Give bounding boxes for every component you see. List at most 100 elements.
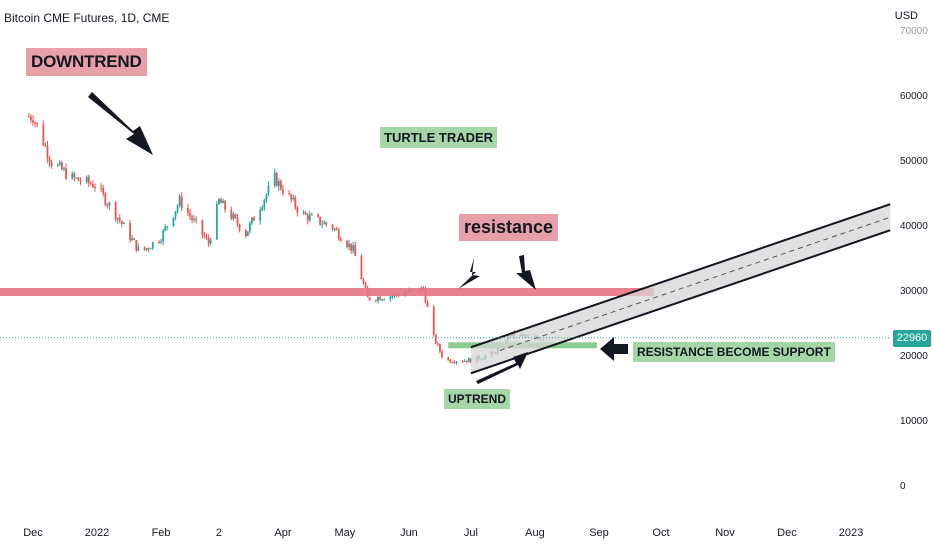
overlays [0, 203, 891, 375]
candle-body [77, 177, 80, 181]
candle-body [158, 242, 160, 244]
candle-body [467, 358, 470, 363]
candle-body [463, 360, 466, 362]
candle-body [160, 241, 162, 243]
candle-body [288, 193, 291, 195]
downtrend-label[interactable]: DOWNTREND [26, 48, 147, 76]
candle-body [374, 300, 377, 302]
y-tick-label: 20000 [900, 351, 928, 362]
candle-body [145, 248, 148, 250]
candle-body [319, 216, 322, 225]
candle-body [203, 234, 206, 237]
resistance-arrow-right [516, 255, 536, 290]
candle-body [87, 176, 90, 184]
candle-body [65, 168, 67, 179]
support-label[interactable]: RESISTANCE BECOME SUPPORT [633, 342, 835, 362]
candle-body [129, 222, 131, 241]
channel-lower-line[interactable] [470, 229, 891, 375]
candle-body [238, 224, 241, 231]
candle-body [377, 297, 379, 301]
candle-body [354, 245, 357, 257]
candle-body [447, 357, 450, 360]
candle-body [465, 360, 468, 363]
candle-body [85, 176, 88, 182]
y-tick-label: 10000 [900, 416, 928, 427]
candle-body [451, 362, 454, 364]
candle-body [116, 217, 119, 220]
candle-body [100, 187, 103, 189]
candle-body [348, 243, 350, 247]
candle-body [306, 214, 309, 221]
x-tick-label: May [334, 527, 356, 539]
candle-body [234, 214, 237, 218]
candle-body [263, 199, 266, 208]
candle-body [114, 202, 117, 220]
candle-body [27, 116, 30, 118]
candle-body [94, 187, 96, 189]
resistance-arrow-left [458, 258, 480, 289]
candle-body [48, 157, 51, 162]
candle-body [106, 204, 109, 206]
candle-body [265, 194, 268, 200]
candle-body [73, 173, 76, 178]
candle-body [58, 162, 61, 165]
candle-body [379, 297, 381, 301]
candle-body [176, 205, 179, 212]
candle-body [230, 209, 233, 219]
candle-body [151, 242, 154, 249]
candle-body [166, 226, 169, 228]
channel-upper-line[interactable] [470, 203, 891, 349]
candle-body [453, 362, 456, 364]
turtle-trader-label[interactable]: TURTLE TRADER [380, 127, 498, 148]
candle-body [222, 200, 224, 204]
candle-body [224, 200, 227, 210]
candle-body [449, 359, 452, 363]
candle-body [236, 217, 239, 225]
candle-body [32, 120, 34, 123]
candle-body [122, 222, 125, 225]
x-tick-label: 2022 [84, 527, 110, 539]
candle-body [61, 162, 63, 170]
candle-body [201, 220, 204, 235]
candle-body [323, 222, 326, 225]
candle-body [205, 236, 208, 238]
candle-body [426, 302, 429, 307]
x-tick-label: Jun [400, 527, 418, 539]
candle-body [279, 181, 282, 190]
candle-body [63, 168, 65, 170]
candle-body [325, 222, 328, 225]
uptrend-label[interactable]: UPTREND [444, 389, 511, 409]
x-tick-label: 2023 [838, 527, 864, 539]
candle-body [147, 248, 150, 250]
y-tick-label: 30000 [900, 286, 928, 297]
candle-body [461, 361, 464, 363]
x-tick-label: Dec [23, 527, 43, 539]
candle-body [104, 193, 107, 205]
channel-mid-line[interactable] [499, 216, 891, 351]
candle-body [432, 306, 435, 335]
currency-label: USD [894, 10, 918, 22]
downtrend-arrow [88, 92, 153, 155]
candle-body [321, 224, 324, 226]
uptrend-arrow [476, 352, 528, 384]
x-tick-label: Nov [715, 527, 735, 539]
candle-body [135, 240, 138, 251]
resistance-label[interactable]: resistance [459, 214, 559, 241]
candle-body [391, 295, 394, 297]
last-price-badge: 22960 [893, 330, 931, 347]
candle-body [50, 161, 53, 167]
candle-body [436, 343, 439, 345]
candle-body [246, 231, 249, 237]
x-tick-label: Aug [525, 527, 545, 539]
candle-body [172, 217, 175, 227]
candle-body [302, 212, 305, 214]
candle-body [455, 361, 458, 363]
candle-body [261, 207, 264, 211]
candle-body [193, 219, 196, 221]
candle-body [275, 172, 278, 187]
resistance-line[interactable] [0, 288, 654, 296]
candle-body [290, 194, 293, 200]
candle-body [292, 197, 295, 200]
y-tick-label: 40000 [900, 221, 928, 232]
